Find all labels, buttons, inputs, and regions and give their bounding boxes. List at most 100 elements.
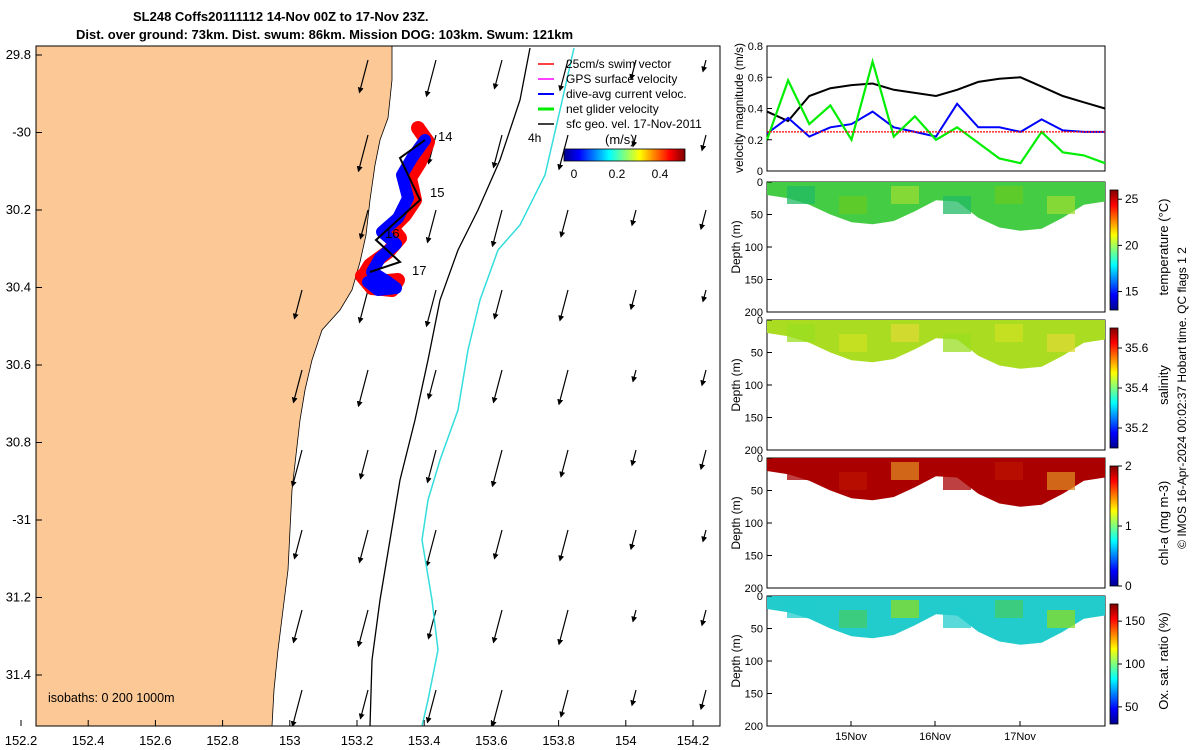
colorbar-label: chl-a (mg m-3) (1156, 481, 1171, 566)
current-arrow (356, 609, 369, 648)
section-patch (995, 600, 1023, 618)
map-x-tick: 152.8 (206, 720, 239, 748)
section-ylabel: Depth (m) (729, 496, 743, 549)
velocity-series-line (766, 76, 1106, 123)
current-arrow (491, 609, 503, 644)
current-arrow (699, 449, 707, 471)
map-y-tick-label: 30.2 (6, 202, 31, 217)
current-arrow (629, 529, 637, 551)
map-y-tick: -30 (12, 125, 42, 140)
section-patch (943, 196, 971, 214)
map-x-tick-label: 153.2 (341, 733, 374, 748)
map-x-tick: 153.2 (341, 720, 374, 748)
current-arrow (630, 209, 637, 227)
colorbar-tick-label: 2 (1125, 459, 1132, 473)
map-y-tick-label: -31 (12, 512, 31, 527)
colorbar-tick-label: 35.6 (1125, 341, 1149, 355)
current-arrow (699, 689, 707, 711)
velocity-y-tick: 0.6 (748, 72, 772, 84)
map-y-tick-label: 30.4 (6, 280, 31, 295)
map-cb-tick-2: 0.4 (652, 167, 669, 181)
current-arrow (700, 609, 707, 627)
current-arrow (292, 289, 303, 320)
current-arrow (290, 449, 303, 488)
day-label-16: 16 (385, 226, 399, 241)
current-arrow (425, 689, 437, 724)
map-x-tick: 153.6 (475, 720, 508, 748)
section-y-tick-label: 0 (757, 177, 763, 189)
map-y-tick: 31.4 (6, 667, 42, 682)
map-y-tick-label: 31.4 (6, 667, 31, 682)
colorbar-tick-label: 0 (1125, 579, 1132, 593)
velocity-axes (766, 45, 1106, 172)
section-colorbar (1109, 603, 1119, 725)
section-patch (891, 462, 919, 480)
colorbar-label: salinity (1156, 365, 1171, 405)
day-label-17: 17 (412, 263, 426, 278)
legend-swim: 25cm/s swim vector (566, 57, 671, 71)
current-arrow (557, 609, 569, 646)
section-y-tick-label: 50 (751, 210, 763, 222)
section-panel-chla: 0 50 100 150 200 Depth (m) 0 1 2 chl-a (mg m-3) (729, 453, 1171, 595)
current-arrow (490, 209, 503, 248)
title-line-2: Dist. over ground: 73km. Dist. swum: 86k… (76, 27, 574, 42)
section-y-tick-label: 100 (745, 656, 763, 668)
map-x-axis: 152.2 152.4 152.6 152.8 153 153.2 153.4 153.6 15… (5, 720, 709, 748)
section-patch (995, 462, 1023, 480)
section-patch (943, 610, 971, 628)
current-arrow (358, 209, 369, 240)
map-y-axis: 29.8 -30 30.2 30.4 30.6 30.8 -31 31.2 31.4 (6, 47, 42, 682)
current-arrow (631, 369, 638, 383)
map-x-tick: 152.4 (72, 720, 104, 748)
velocity-y-tick: 0 (757, 166, 772, 178)
section-patch (891, 324, 919, 342)
section-patch (1047, 610, 1075, 628)
section-patch (995, 186, 1023, 204)
current-arrow (292, 529, 303, 560)
current-arrow (701, 289, 708, 303)
map-y-tick: 30.4 (6, 280, 42, 295)
map-x-tick: 153.8 (542, 720, 575, 748)
day-label-14: 14 (438, 129, 452, 144)
current-arrow (701, 59, 708, 73)
velocity-y-tick-label: 0.2 (748, 135, 763, 147)
section-y-tick-label: 0 (757, 315, 763, 327)
map-y-tick: -31 (12, 512, 42, 527)
section-patch (891, 600, 919, 618)
velocity-y-tick-label: 0 (757, 166, 763, 178)
colorbar-tick-label: 50 (1125, 700, 1139, 714)
current-arrow (491, 369, 503, 404)
section-patch (1047, 472, 1075, 490)
section-patch (839, 334, 867, 352)
legend-sfc: sfc geo. vel. 17-Nov-2011 (566, 117, 702, 131)
current-arrow (557, 134, 569, 171)
current-arrow (699, 209, 707, 231)
current-arrow (358, 689, 369, 720)
isobath-1000m-line (421, 47, 575, 726)
colorbar-label: temperature (°C) (1156, 199, 1171, 296)
colorbar-tick-label: 35.4 (1125, 381, 1149, 395)
map-y-tick-label: 29.8 (6, 47, 31, 62)
current-arrow (426, 609, 437, 640)
velocity-y-tick: 0.8 (748, 41, 772, 53)
isobath-200m-line (369, 47, 531, 726)
section-patch (1047, 334, 1075, 352)
current-arrow (558, 529, 569, 562)
current-arrow (425, 209, 437, 244)
map-y-tick: 29.8 (6, 47, 42, 62)
current-arrow (426, 369, 437, 400)
map-y-tick-label: 31.2 (6, 590, 31, 605)
isobath-note: isobaths: 0 200 1000m (48, 691, 174, 705)
current-arrow (357, 289, 369, 324)
section-y-tick-label: 0 (757, 453, 763, 465)
map-x-tick: 152.2 (5, 720, 37, 748)
time-axis: 15Nov 16Nov 17Nov (835, 721, 1036, 743)
current-arrow (630, 689, 637, 707)
map-x-tick: 153.4 (408, 720, 440, 748)
section-patch (839, 610, 867, 628)
section-colorbar (1109, 327, 1119, 449)
current-arrow (290, 689, 303, 726)
current-arrow (424, 59, 437, 98)
section-panel-salinity: 0 50 100 150 200 Depth (m) 35.2 35.4 35.6 salinit… (729, 315, 1171, 457)
